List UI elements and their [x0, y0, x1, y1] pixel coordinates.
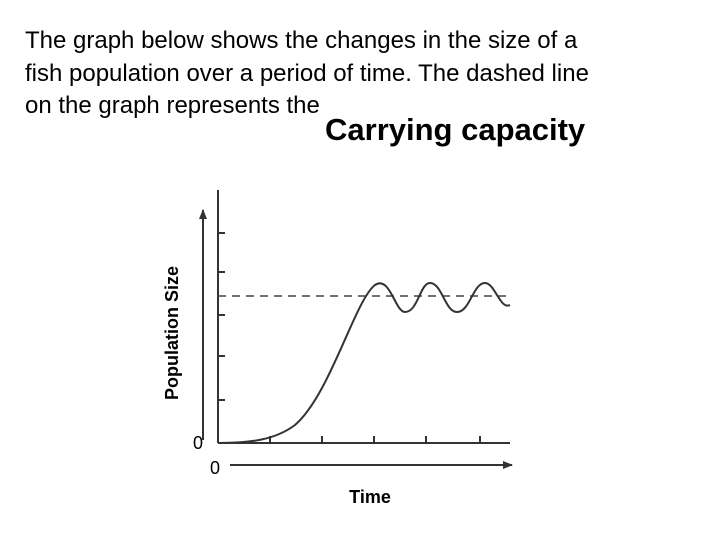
- population-curve: [217, 281, 511, 444]
- axes: [199, 190, 513, 469]
- x-origin: 0: [210, 458, 220, 478]
- answer: Carrying capacity: [325, 112, 586, 147]
- question-line: The graph below shows the changes in the…: [25, 27, 578, 54]
- question-line: fish population over a period of time. T…: [25, 60, 589, 87]
- y-origin: 0: [193, 433, 203, 453]
- question-line: on the graph represents the: [25, 92, 320, 119]
- y-label: Population Size: [162, 266, 182, 400]
- x-label: Time: [349, 487, 391, 507]
